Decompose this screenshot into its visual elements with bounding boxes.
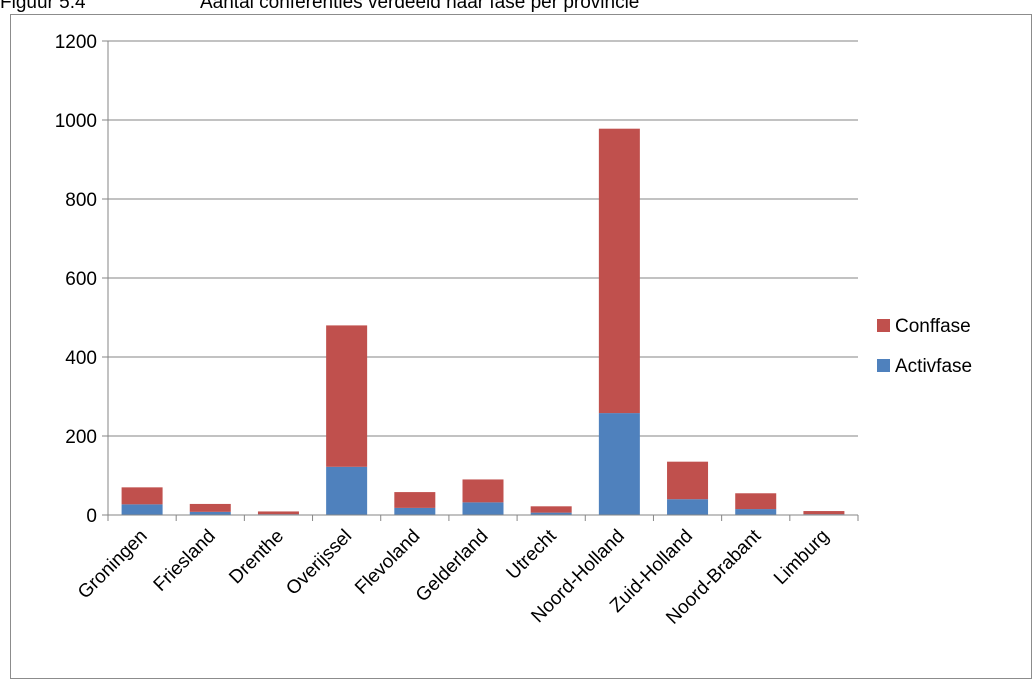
bar-activfase-overijssel (326, 466, 368, 515)
bar-conffase-limburg (803, 511, 845, 515)
bar-conffase-drenthe (257, 511, 299, 515)
y-tick-label: 0 (86, 506, 97, 527)
bar-conffase-friesland (189, 503, 231, 512)
bar-activfase-zuid-holland (667, 499, 709, 515)
bar-activfase-groningen (121, 504, 163, 515)
legend-item: Activfase (877, 356, 972, 377)
x-tick-label: Overijssel (282, 526, 356, 600)
bar-conffase-zuid-holland (667, 461, 709, 500)
axes (102, 40, 859, 521)
x-tick-label: Friesland (150, 526, 220, 596)
x-tick-label: Drenthe (225, 526, 288, 589)
y-tick-labels: 0 200 400 600 800 1000 1200 (55, 32, 97, 527)
y-tick-label: 1000 (55, 111, 97, 132)
y-tick-label: 800 (65, 190, 97, 211)
y-tick-label: 1200 (55, 32, 97, 53)
bar-activfase-noord-brabant (735, 509, 777, 515)
legend-item: Conffase (877, 316, 971, 337)
x-tick-label: Limburg (770, 526, 833, 589)
legend-label: Activfase (895, 356, 972, 377)
bar-activfase-noord-holland (598, 413, 640, 515)
figure-caption: Figuur 5.4 Aantal conferenties verdeeld n… (0, 0, 639, 15)
bar-conffase-gelderland (462, 479, 504, 503)
bar-conffase-flevoland (394, 492, 436, 508)
bar-activfase-utrecht (530, 512, 572, 515)
figure-title: Aantal conferenties verdeeld naar fase p… (200, 0, 640, 13)
y-tick-label: 600 (65, 269, 97, 290)
x-tick-label: Flevoland (351, 526, 424, 599)
legend-swatch (877, 319, 890, 332)
legend: Conffase Activfase (877, 316, 972, 377)
legend-swatch (877, 359, 890, 372)
x-tick-label: Gelderland (412, 526, 493, 607)
bar-conffase-noord-brabant (735, 493, 777, 510)
bar-conffase-overijssel (326, 325, 368, 467)
chart-frame (10, 14, 1032, 679)
gridlines (108, 40, 858, 437)
x-tick-label: Groningen (74, 526, 152, 604)
bar-activfase-flevoland (394, 507, 436, 515)
y-tick-label: 400 (65, 348, 97, 369)
figure-number: Figuur 5.4 (0, 0, 86, 13)
bar-activfase-gelderland (462, 502, 504, 515)
bar-conffase-groningen (121, 487, 163, 505)
bar-activfase-friesland (189, 511, 231, 515)
bars (121, 128, 845, 515)
bar-conffase-utrecht (530, 506, 572, 513)
legend-label: Conffase (895, 316, 971, 337)
x-tick-label: Utrecht (503, 525, 562, 584)
bar-conffase-noord-holland (598, 128, 640, 414)
y-tick-label: 200 (65, 427, 97, 448)
